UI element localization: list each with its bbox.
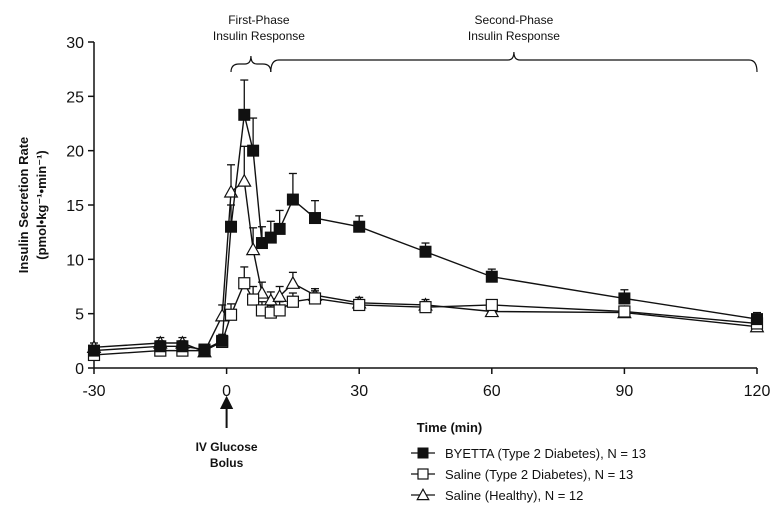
y-tick-label: 25: [66, 89, 84, 106]
data-point-filled-square: [286, 193, 299, 206]
data-point-open-square: [618, 305, 631, 318]
y-axis-title-line-2: (pmol•kg⁻¹•min⁻¹): [34, 150, 49, 259]
data-point-filled-square: [264, 231, 277, 244]
data-point-open-square: [273, 304, 286, 317]
first-phase-label-line-2: Insulin Response: [213, 29, 305, 43]
x-tick-label: 30: [350, 383, 368, 400]
data-point-filled-square: [353, 220, 366, 233]
x-tick-label: 120: [744, 383, 771, 400]
data-point-open-square: [224, 308, 238, 321]
legend-marker-open-triangle-icon: [416, 488, 430, 501]
legend-label: Saline (Healthy), N = 12: [445, 488, 583, 503]
data-point-filled-square: [751, 313, 763, 326]
x-axis-title: Time (min): [417, 420, 483, 435]
series-line: [93, 281, 758, 356]
y-tick-label: 5: [75, 307, 84, 324]
axis-ticks: 0 5 10 15 20 25 30 -30 0 30 60 90 120: [66, 35, 770, 400]
data-point-filled-square: [176, 340, 189, 353]
legend-marker: [417, 447, 429, 459]
data-point-filled-square: [273, 222, 286, 235]
series-line: [93, 179, 758, 353]
y-axis-title-line-1: Insulin Secretion Rate: [16, 137, 31, 274]
data-point-filled-square: [88, 344, 100, 357]
legend-marker: [416, 488, 430, 501]
legend-marker: [417, 468, 429, 480]
second-phase-label-line-1: Second-Phase: [475, 13, 554, 27]
data-point-filled-square: [154, 340, 167, 353]
data-point-filled-square: [225, 220, 238, 233]
data-point-open-square: [308, 292, 322, 305]
legend-label: Saline (Type 2 Diabetes), N = 13: [445, 467, 633, 482]
data-point-open-square: [286, 295, 299, 308]
data-point-open-triangle: [236, 173, 252, 187]
series-0: [88, 79, 763, 357]
data-point-filled-square: [216, 334, 229, 347]
legend-item-byetta: BYETTA (Type 2 Diabetes), N = 13: [411, 446, 646, 461]
glucose-bolus-label-line-1: IV Glucose: [196, 440, 258, 454]
legend-item-saline-type2: Saline (Type 2 Diabetes), N = 13: [411, 467, 633, 482]
data-point-filled-square: [618, 292, 631, 305]
y-tick-label: 10: [66, 252, 84, 269]
x-tick-label: 90: [616, 383, 634, 400]
legend-marker-filled-square-icon: [417, 447, 429, 459]
axes: [93, 42, 757, 369]
first-phase-brace: [230, 55, 272, 73]
first-phase-label-line-1: First-Phase: [228, 13, 290, 27]
series-line: [93, 114, 758, 352]
glucose-bolus-annotation: IV Glucose Bolus: [196, 395, 258, 470]
x-tick-label: 0: [222, 383, 231, 400]
up-arrow-icon: [219, 395, 234, 428]
data-point-filled-square: [485, 270, 498, 283]
data-point-filled-square: [419, 245, 432, 258]
legend-marker-open-square-icon: [417, 468, 429, 480]
y-tick-label: 20: [66, 144, 84, 161]
data-point-open-square: [485, 298, 498, 312]
data-point-filled-square: [247, 144, 260, 157]
data-point-open-triangle: [285, 275, 301, 289]
phase-annotations: First-Phase Insulin Response Second-Phas…: [213, 13, 758, 73]
second-phase-brace: [270, 51, 758, 73]
legend-label: BYETTA (Type 2 Diabetes), N = 13: [445, 446, 646, 461]
data-point-filled-square: [198, 343, 211, 356]
glucose-bolus-label-line-2: Bolus: [210, 456, 244, 470]
x-tick-label: -30: [82, 383, 105, 400]
legend: BYETTA (Type 2 Diabetes), N = 13 Saline …: [411, 446, 646, 503]
series-layer: [86, 79, 765, 362]
y-tick-label: 30: [66, 35, 84, 52]
legend-item-saline-healthy: Saline (Healthy), N = 12: [411, 488, 583, 503]
data-point-filled-square: [309, 212, 321, 225]
second-phase-label-line-2: Insulin Response: [468, 29, 560, 43]
data-point-open-square: [247, 293, 260, 306]
data-point-filled-square: [238, 108, 251, 121]
data-point-open-square: [419, 301, 432, 314]
x-tick-label: 60: [483, 383, 501, 400]
y-tick-label: 0: [75, 361, 84, 378]
data-point-open-square: [238, 277, 251, 290]
y-tick-label: 15: [66, 198, 84, 215]
data-point-open-square: [353, 298, 366, 312]
